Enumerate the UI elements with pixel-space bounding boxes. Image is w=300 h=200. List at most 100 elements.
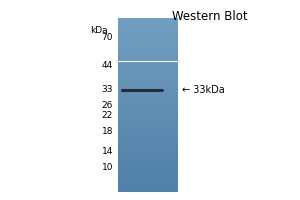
Bar [118,71,178,72]
Bar [118,155,178,156]
Bar [118,58,178,59]
Bar [118,55,178,56]
Bar [118,160,178,161]
Bar [118,87,178,88]
Bar [118,114,178,115]
Text: Western Blot: Western Blot [172,10,248,23]
Bar [118,46,178,47]
Text: 14: 14 [102,148,113,156]
Bar [118,149,178,150]
Bar [118,153,178,154]
Bar [118,177,178,178]
Bar [118,103,178,104]
Bar [118,168,178,169]
Bar [118,109,178,110]
Bar [118,65,178,66]
Bar [118,99,178,100]
Text: 44: 44 [102,60,113,70]
Bar [118,63,178,64]
Bar [118,132,178,133]
Bar [118,48,178,49]
Bar [118,142,178,143]
Bar [118,146,178,147]
Bar [118,180,178,181]
Text: 10: 10 [101,164,113,172]
Bar [118,102,178,103]
Bar [118,178,178,179]
Bar [118,47,178,48]
Bar [118,137,178,138]
Bar [118,83,178,84]
Bar [118,174,178,175]
Bar [118,22,178,23]
Bar [118,187,178,188]
Bar [118,141,178,142]
Text: 26: 26 [102,100,113,110]
Bar [118,163,178,164]
Bar [118,39,178,40]
Bar [118,75,178,76]
Bar [118,73,178,74]
Bar [118,130,178,131]
Bar [118,145,178,146]
Bar [118,70,178,71]
Bar [118,135,178,136]
Bar [118,122,178,123]
Bar [118,72,178,73]
Bar [118,134,178,135]
Bar [118,118,178,119]
Bar [118,147,178,148]
Bar [118,35,178,36]
Bar [118,36,178,37]
Bar [118,20,178,21]
Bar [118,164,178,165]
Bar [118,108,178,109]
Bar [118,25,178,26]
Bar [118,79,178,80]
Bar [118,38,178,39]
Bar [118,100,178,101]
Bar [118,67,178,68]
Bar [118,111,178,112]
Bar [118,94,178,95]
Bar [118,119,178,120]
Bar [118,175,178,176]
Bar [118,172,178,173]
Bar [118,136,178,137]
Bar [118,179,178,180]
Bar [118,120,178,121]
Bar [118,138,178,139]
Bar [118,110,178,111]
Text: 70: 70 [101,33,113,43]
Bar [118,126,178,127]
Bar [118,24,178,25]
Bar [118,64,178,65]
Bar [118,154,178,155]
Bar [118,32,178,33]
Bar [118,176,178,177]
Bar [118,124,178,125]
Text: 22: 22 [102,112,113,120]
Bar [118,27,178,28]
Bar [118,29,178,30]
Bar [118,117,178,118]
Bar [118,152,178,153]
Bar [118,21,178,22]
Bar [118,19,178,20]
Bar [118,121,178,122]
Text: 18: 18 [101,128,113,136]
Bar [118,148,178,149]
Bar [118,127,178,128]
Bar [118,43,178,44]
Bar [118,40,178,41]
Bar [118,166,178,167]
Bar [118,173,178,174]
Bar [118,159,178,160]
Bar [118,61,178,62]
Bar [118,30,178,31]
Bar [118,112,178,113]
Bar [118,49,178,50]
Bar [118,85,178,86]
Bar [118,52,178,53]
Bar [118,45,178,46]
